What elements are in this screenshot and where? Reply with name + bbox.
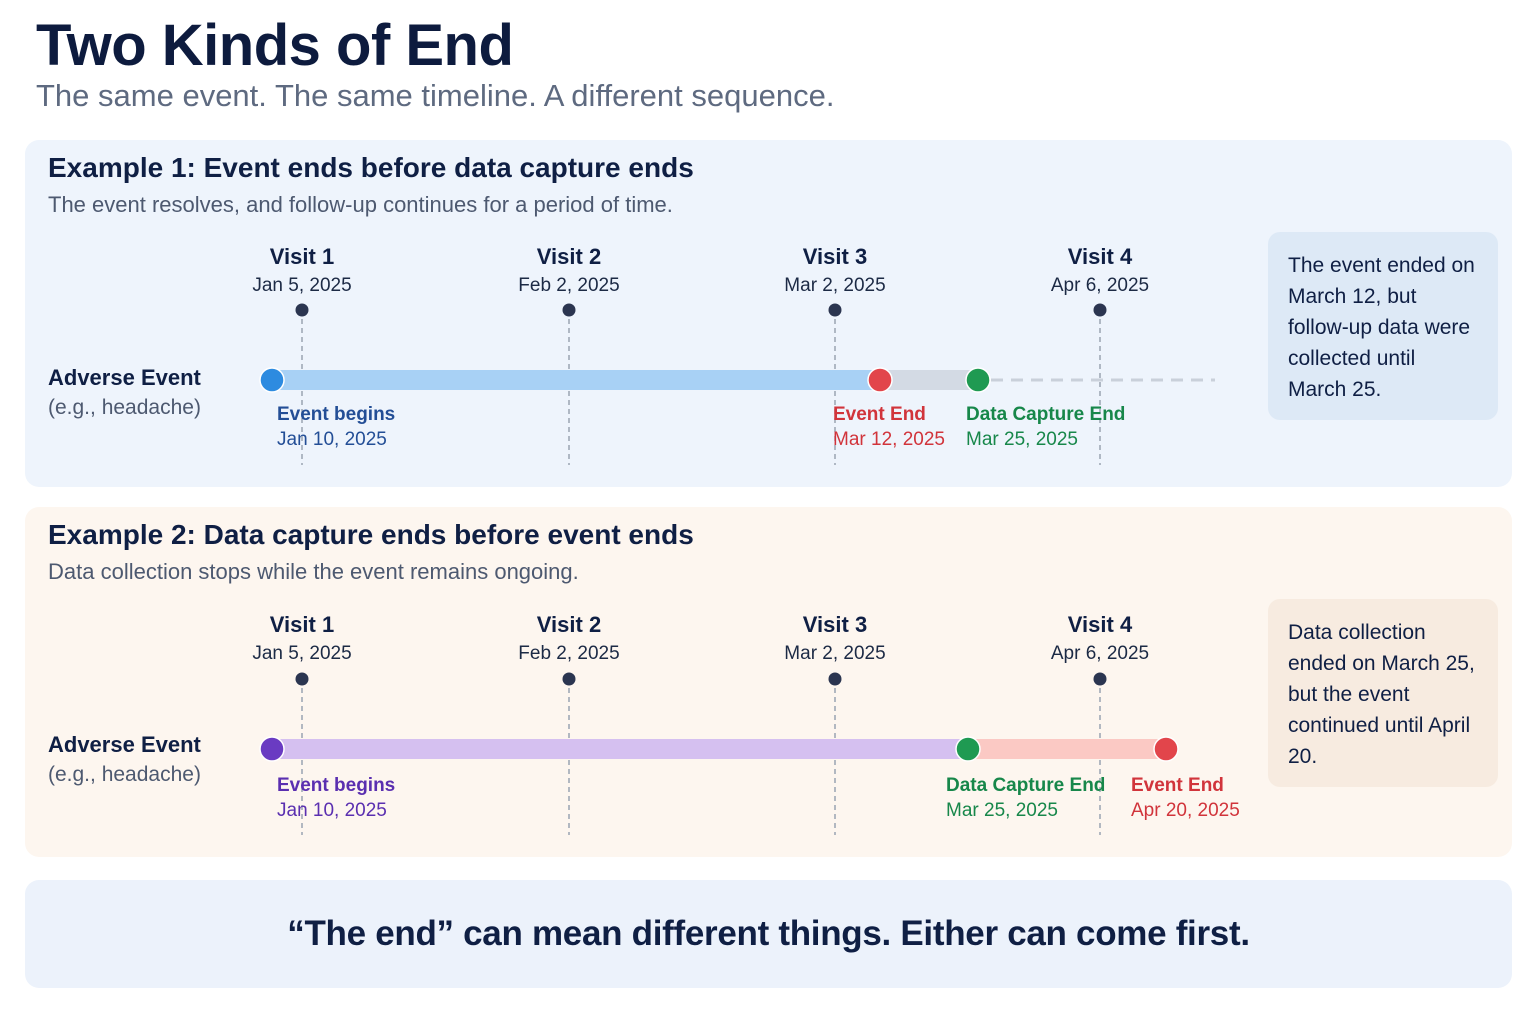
ongoing-event-bar	[968, 739, 1166, 759]
visit-1-label: Visit 1	[270, 244, 334, 269]
visit-2-date: Feb 2, 2025	[518, 275, 619, 296]
visit-2-label: Visit 2	[537, 244, 601, 269]
event-end-label: Event End	[833, 404, 926, 425]
example-1-panel: Example 1: Event ends before data captur…	[25, 140, 1512, 487]
event-begins-date: Jan 10, 2025	[277, 800, 387, 821]
example-1-timeline: Visit 1 Jan 5, 2025 Visit 2 Feb 2, 2025 …	[252, 244, 1215, 465]
visit-3-marker	[828, 672, 842, 686]
data-capture-end-dot	[965, 367, 991, 393]
event-begins-dot	[259, 736, 285, 762]
event-end-dot	[1153, 736, 1179, 762]
event-begins-date: Jan 10, 2025	[277, 429, 387, 450]
followup-bar	[880, 370, 978, 390]
event-begins-label: Event begins	[277, 775, 395, 796]
example-1-title: Example 1: Event ends before data captur…	[48, 152, 694, 183]
visit-1-date: Jan 5, 2025	[252, 275, 351, 296]
visit-1-label: Visit 1	[270, 612, 334, 637]
visit-2-label: Visit 2	[537, 612, 601, 637]
visit-3-date: Mar 2, 2025	[784, 643, 885, 664]
page-title: Two Kinds of End	[36, 13, 514, 78]
event-end-dot	[867, 367, 893, 393]
footer-text: “The end” can mean different things. Eit…	[287, 914, 1250, 953]
example-2-panel: Example 2: Data capture ends before even…	[25, 507, 1512, 857]
visit-2-marker	[562, 672, 576, 686]
row-sublabel: (e.g., headache)	[48, 763, 201, 786]
row-label: Adverse Event	[48, 732, 201, 757]
visit-3-label: Visit 3	[803, 612, 867, 637]
visit-4-marker	[1093, 672, 1107, 686]
example-2-subtitle: Data collection stops while the event re…	[48, 559, 579, 584]
event-begins-dot	[259, 367, 285, 393]
footer-banner: “The end” can mean different things. Eit…	[25, 880, 1512, 988]
example-2-note: Data collection ended on March 25, but t…	[1268, 599, 1498, 787]
visit-4-date: Apr 6, 2025	[1051, 643, 1149, 664]
example-2-title: Example 2: Data capture ends before even…	[48, 519, 694, 550]
visit-4-marker	[1093, 303, 1107, 317]
row-sublabel: (e.g., headache)	[48, 396, 201, 419]
data-capture-end-label: Data Capture End	[946, 775, 1105, 796]
example-1-note: The event ended on March 12, but follow-…	[1268, 232, 1498, 420]
event-begins-label: Event begins	[277, 404, 395, 425]
visit-1-marker	[295, 672, 309, 686]
data-capture-end-label: Data Capture End	[966, 404, 1125, 425]
visit-3-label: Visit 3	[803, 244, 867, 269]
example-1-subtitle: The event resolves, and follow-up contin…	[48, 192, 673, 217]
captured-event-bar	[272, 739, 968, 759]
page-subtitle: The same event. The same timeline. A dif…	[36, 78, 835, 113]
visit-4-label: Visit 4	[1068, 244, 1133, 269]
event-end-date: Apr 20, 2025	[1131, 800, 1240, 821]
event-bar	[272, 370, 880, 390]
visit-2-marker	[562, 303, 576, 317]
event-end-label: Event End	[1131, 775, 1224, 796]
visit-1-marker	[295, 303, 309, 317]
visit-4-date: Apr 6, 2025	[1051, 275, 1149, 296]
visit-1-date: Jan 5, 2025	[252, 643, 351, 664]
data-capture-end-date: Mar 25, 2025	[946, 800, 1058, 821]
row-label: Adverse Event	[48, 365, 201, 390]
data-capture-end-dot	[955, 736, 981, 762]
visit-3-marker	[828, 303, 842, 317]
visit-2-date: Feb 2, 2025	[518, 643, 619, 664]
data-capture-end-date: Mar 25, 2025	[966, 429, 1078, 450]
example-2-timeline: Visit 1 Jan 5, 2025 Visit 2 Feb 2, 2025 …	[252, 612, 1240, 835]
event-end-date: Mar 12, 2025	[833, 429, 945, 450]
visit-4-label: Visit 4	[1068, 612, 1133, 637]
visit-3-date: Mar 2, 2025	[784, 275, 885, 296]
